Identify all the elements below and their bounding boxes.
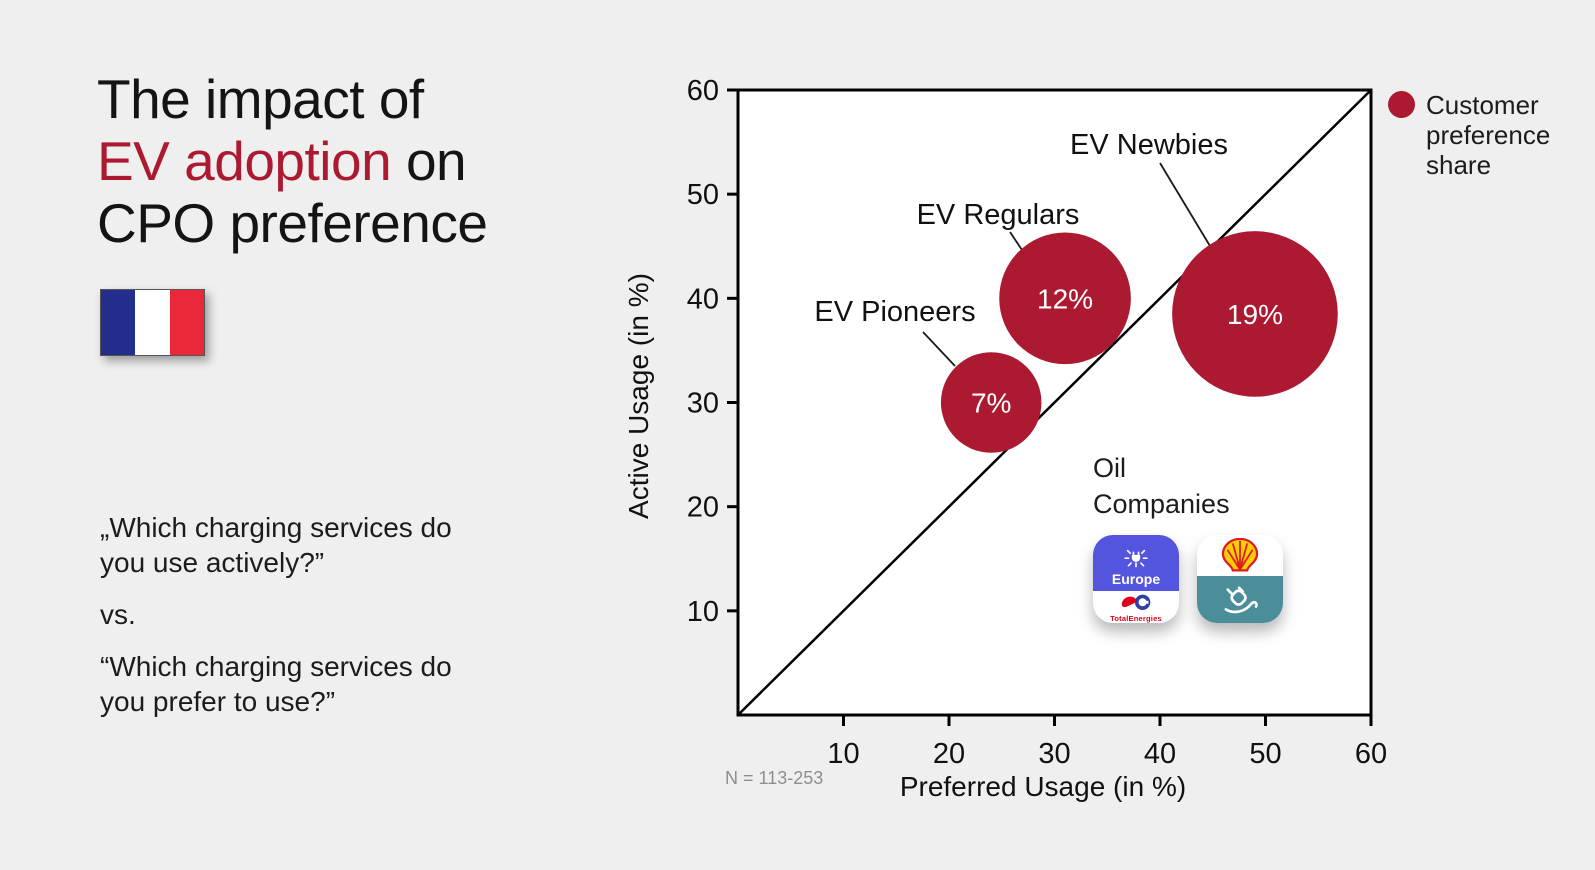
shell-app-bottom <box>1197 576 1283 623</box>
bubble-ev-regulars <box>999 232 1131 365</box>
title-line-3: CPO preference <box>97 192 488 254</box>
totalenergies-logo <box>1121 594 1151 610</box>
shell-recharge-app-icon <box>1197 535 1283 623</box>
y-tick-label: 20 <box>687 492 719 524</box>
sample-size-note: N = 113-253 <box>725 768 823 788</box>
y-axis-label: Active Usage (in %) <box>623 273 654 519</box>
x-tick-label: 20 <box>933 738 965 770</box>
chart-legend: Customer preference share <box>1388 90 1564 180</box>
title-accent: EV adoption <box>97 130 392 192</box>
bubble-value-ev-newbies: 19% <box>1227 299 1283 330</box>
question-active-usage: „Which charging services do you use acti… <box>100 512 452 578</box>
y-tick-label: 50 <box>687 179 719 211</box>
totalenergies-wordmark: TotalEnergies <box>1110 613 1162 623</box>
flag-red-band <box>169 290 204 355</box>
x-tick-label: 50 <box>1249 738 1281 770</box>
flag-blue-band <box>101 290 136 355</box>
leader-line-ev-pioneers <box>922 331 956 367</box>
y-tick-label: 10 <box>687 596 719 628</box>
oil-companies-group: Oil Companies <box>1093 450 1283 623</box>
shell-app-top <box>1197 535 1283 576</box>
totalenergies-app-bottom: TotalEnergies <box>1093 591 1179 623</box>
bubble-value-ev-pioneers: 7% <box>971 388 1011 419</box>
vs-label: vs. <box>100 599 136 630</box>
plug-rays-icon <box>1124 549 1148 568</box>
x-tick-label: 30 <box>1038 738 1070 770</box>
y-tick-label: 60 <box>687 75 719 107</box>
title-line-1: The impact of <box>97 68 424 130</box>
totalenergies-app-top: Europe <box>1093 535 1179 591</box>
shell-logo <box>1221 537 1259 572</box>
x-tick-label: 10 <box>827 738 859 770</box>
question-preferred-usage: “Which charging services do you prefer t… <box>100 651 452 717</box>
totalenergies-app-region-label: Europe <box>1111 571 1161 587</box>
x-tick-label: 40 <box>1144 738 1176 770</box>
flag-white-band <box>135 290 170 355</box>
charging-plug-icon <box>1224 585 1258 613</box>
annotation-ev-newbies: EV Newbies <box>1070 129 1228 161</box>
leader-line-ev-newbies <box>1159 162 1214 252</box>
page-title: The impact of EV adoption on CPO prefere… <box>97 68 488 254</box>
x-tick-label: 60 <box>1355 738 1387 770</box>
title-line-2: EV adoption on <box>97 130 467 192</box>
oil-companies-label: Oil Companies <box>1093 453 1230 519</box>
legend-dot-icon <box>1388 91 1415 118</box>
bubble-value-ev-regulars: 12% <box>1037 283 1093 314</box>
bubble-chart: 7% 12% 19% 10 20 30 40 50 60 10 20 30 40 50 60 EV Pi… <box>623 75 1387 802</box>
annotation-ev-pioneers: EV Pioneers <box>814 296 975 328</box>
survey-questions: „Which charging services do you use acti… <box>100 510 490 736</box>
diagonal-reference-line <box>737 89 1372 716</box>
annotation-ev-regulars: EV Regulars <box>917 199 1080 231</box>
totalenergies-charge-app-icon: Europe TotalEnergies <box>1093 535 1179 623</box>
bubble-ev-newbies <box>1172 231 1338 397</box>
leader-line-ev-regulars <box>1009 231 1023 251</box>
oil-company-app-icons: Europe TotalEnergies <box>1093 535 1283 623</box>
y-tick-label: 30 <box>687 388 719 420</box>
bubble-ev-pioneers <box>940 352 1042 453</box>
legend-label: Customer preference share <box>1426 90 1551 180</box>
france-flag-icon <box>100 289 205 356</box>
y-tick-label: 40 <box>687 283 719 315</box>
x-axis-label: Preferred Usage (in %) <box>900 771 1186 802</box>
